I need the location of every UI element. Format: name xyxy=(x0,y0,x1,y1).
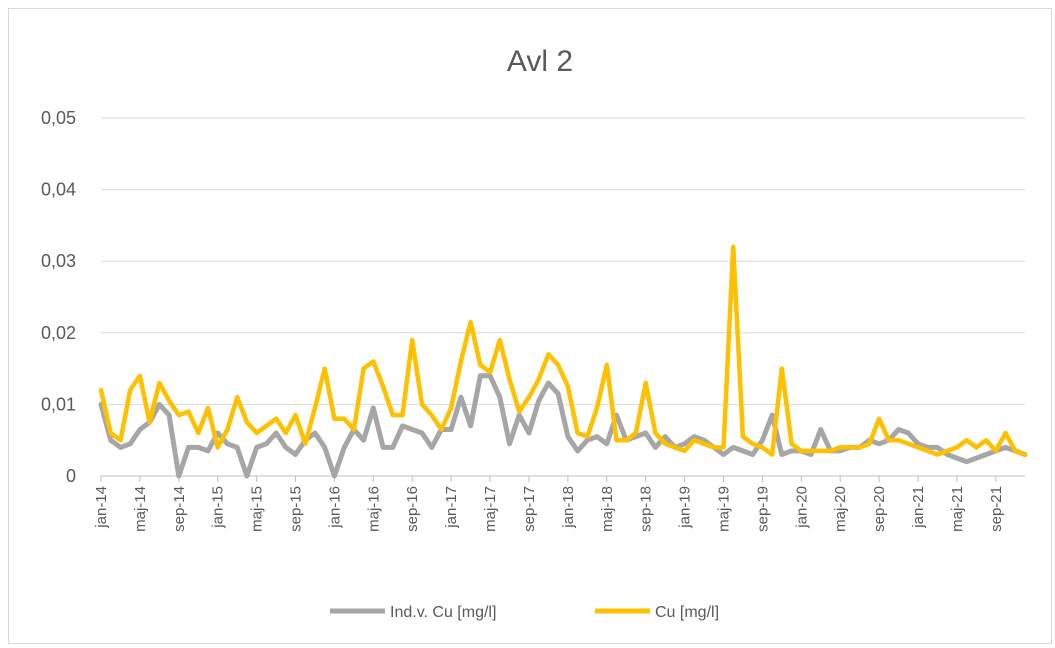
x-tick-label: sep-20 xyxy=(871,486,888,532)
x-tick-label: maj-19 xyxy=(715,486,732,532)
x-tick-label: sep-21 xyxy=(988,486,1005,532)
x-tick-label: maj-15 xyxy=(249,486,266,532)
x-tick-label: jan-15 xyxy=(210,486,227,529)
y-tick-label: 0,02 xyxy=(41,323,76,343)
x-tick-label: jan-14 xyxy=(93,486,110,529)
y-tick-label: 0,05 xyxy=(41,108,76,128)
x-tick-label: jan-17 xyxy=(443,486,460,529)
x-tick-label: sep-15 xyxy=(288,486,305,532)
series-line-2 xyxy=(98,244,1028,457)
gridlines xyxy=(101,117,1025,477)
chart-frame xyxy=(8,8,1052,644)
x-axis-ticks: jan-14 maj-14 sep-14 jan-15 maj-15 sep-15 jan-… xyxy=(93,476,1005,532)
x-tick-label: maj-18 xyxy=(599,486,616,532)
legend-label-series-1: Ind.v. Cu [mg/l] xyxy=(390,604,496,621)
series-lines xyxy=(98,244,1028,479)
chart-title: Avl 2 xyxy=(507,45,573,78)
x-tick-label: sep-18 xyxy=(638,486,655,532)
y-axis-ticks: 0 0,01 0,02 0,03 0,04 0,05 xyxy=(41,108,76,486)
y-tick-label: 0,03 xyxy=(41,251,76,271)
x-tick-label: jan-19 xyxy=(677,486,694,529)
x-tick-label: jan-21 xyxy=(910,486,927,529)
y-tick-label: 0 xyxy=(66,466,76,486)
y-tick-label: 0,04 xyxy=(41,180,76,200)
y-tick-label: 0,01 xyxy=(41,394,76,414)
x-tick-label: maj-21 xyxy=(949,486,966,532)
x-tick-label: maj-16 xyxy=(365,486,382,532)
x-tick-label: sep-17 xyxy=(521,486,538,532)
x-tick-label: maj-17 xyxy=(482,486,499,532)
x-tick-label: jan-16 xyxy=(326,486,343,529)
x-tick-label: sep-19 xyxy=(754,486,771,532)
legend: Ind.v. Cu [mg/l] Cu [mg/l] xyxy=(330,604,719,621)
x-tick-label: sep-16 xyxy=(404,486,421,532)
x-tick-label: maj-20 xyxy=(832,486,849,532)
x-tick-label: jan-20 xyxy=(793,486,810,529)
series-line-1 xyxy=(98,373,1028,479)
x-tick-label: sep-14 xyxy=(171,486,188,532)
x-tick-label: maj-14 xyxy=(132,486,149,532)
legend-label-series-2: Cu [mg/l] xyxy=(655,604,719,621)
x-tick-label: jan-18 xyxy=(560,486,577,529)
